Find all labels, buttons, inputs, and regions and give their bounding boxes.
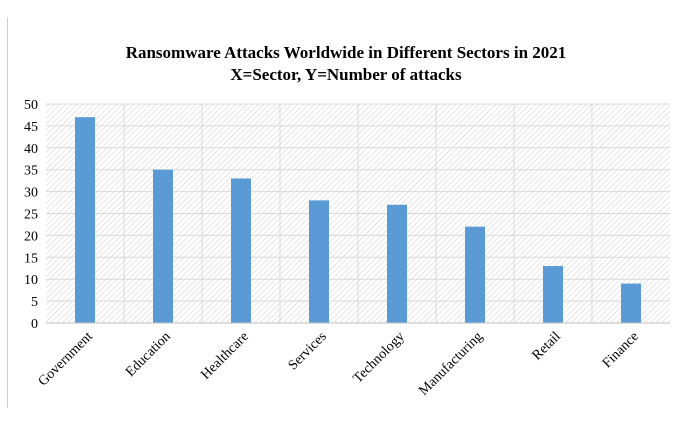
chart-title: Ransomware Attacks Worldwide in Differen… (126, 43, 567, 62)
x-category-label: Education (123, 329, 174, 380)
x-axis-labels: Government Education Healthcare Services Tec… (36, 329, 642, 399)
y-tick-label: 0 (31, 317, 38, 332)
chart-subtitle: X=Sector, Y=Number of attacks (230, 65, 462, 84)
y-tick-label: 10 (24, 273, 38, 288)
x-category-label: Finance (600, 329, 642, 371)
x-category-label: Manufacturing (416, 329, 485, 398)
bar-manufacturing (465, 226, 485, 323)
x-category-label: Retail (530, 329, 564, 363)
bar-retail (543, 266, 563, 323)
x-category-label: Services (286, 329, 330, 373)
bar-education (153, 169, 173, 323)
bar-healthcare (231, 178, 251, 323)
y-tick-label: 50 (24, 98, 38, 113)
bar-technology (387, 204, 407, 323)
bar-finance (621, 283, 641, 323)
x-category-label: Healthcare (198, 329, 251, 382)
y-tick-label: 15 (24, 251, 38, 266)
y-tick-label: 20 (24, 229, 38, 244)
y-tick-label: 40 (24, 142, 38, 157)
bar-government (75, 117, 95, 323)
x-category-label: Technology (351, 329, 408, 386)
gridlines (46, 103, 670, 324)
y-tick-label: 25 (24, 208, 38, 223)
y-tick-label: 45 (24, 120, 38, 135)
x-category-label: Government (36, 329, 96, 389)
y-tick-label: 30 (24, 186, 38, 201)
left-frame-line (7, 18, 8, 408)
y-tick-label: 5 (31, 295, 38, 310)
y-tick-label: 35 (24, 164, 38, 179)
bar-services (309, 200, 329, 323)
y-axis-ticks: 0 5 10 15 20 25 30 35 40 45 50 (24, 98, 38, 332)
bars (75, 117, 641, 323)
